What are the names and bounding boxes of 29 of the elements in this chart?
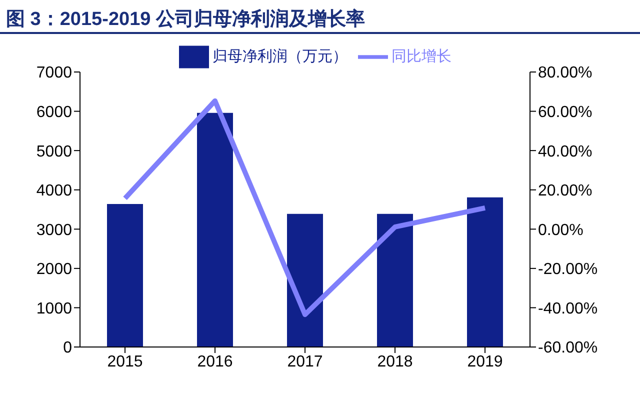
bar <box>467 197 503 347</box>
bar <box>197 112 233 347</box>
y2-tick-label: 20.00% <box>538 182 592 200</box>
x-tick-label: 2019 <box>467 353 503 370</box>
legend-label: 归母净利润（万元） <box>212 48 348 65</box>
bar <box>287 214 323 347</box>
y-tick-label: 3000 <box>36 222 72 239</box>
y-tick-label: 4000 <box>36 182 72 200</box>
y2-tick-label: 0.00% <box>538 222 584 239</box>
bar <box>107 204 143 347</box>
y2-tick-label: 80.00% <box>538 64 592 82</box>
y2-tick-label: 40.00% <box>538 143 592 160</box>
y-tick-label: 6000 <box>36 104 72 121</box>
x-tick-label: 2016 <box>197 353 233 370</box>
y2-tick-label: -60.00% <box>538 340 598 357</box>
y2-tick-label: -20.00% <box>538 261 598 278</box>
x-tick-label: 2018 <box>377 353 413 370</box>
x-tick-label: 2017 <box>287 353 323 370</box>
x-tick-label: 2015 <box>107 353 143 370</box>
bar <box>377 214 413 347</box>
y-tick-label: 1000 <box>36 300 72 318</box>
y-tick-label: 0 <box>63 340 72 357</box>
y-tick-label: 2000 <box>36 261 72 278</box>
y2-tick-label: -40.00% <box>538 300 598 318</box>
chart-title: 图 3：2015-2019 公司归母净利润及增长率 <box>0 0 640 34</box>
legend-label: 同比增长 <box>392 48 452 65</box>
y-tick-label: 7000 <box>36 64 72 82</box>
y2-tick-label: 60.00% <box>538 104 592 121</box>
y-tick-label: 5000 <box>36 143 72 160</box>
